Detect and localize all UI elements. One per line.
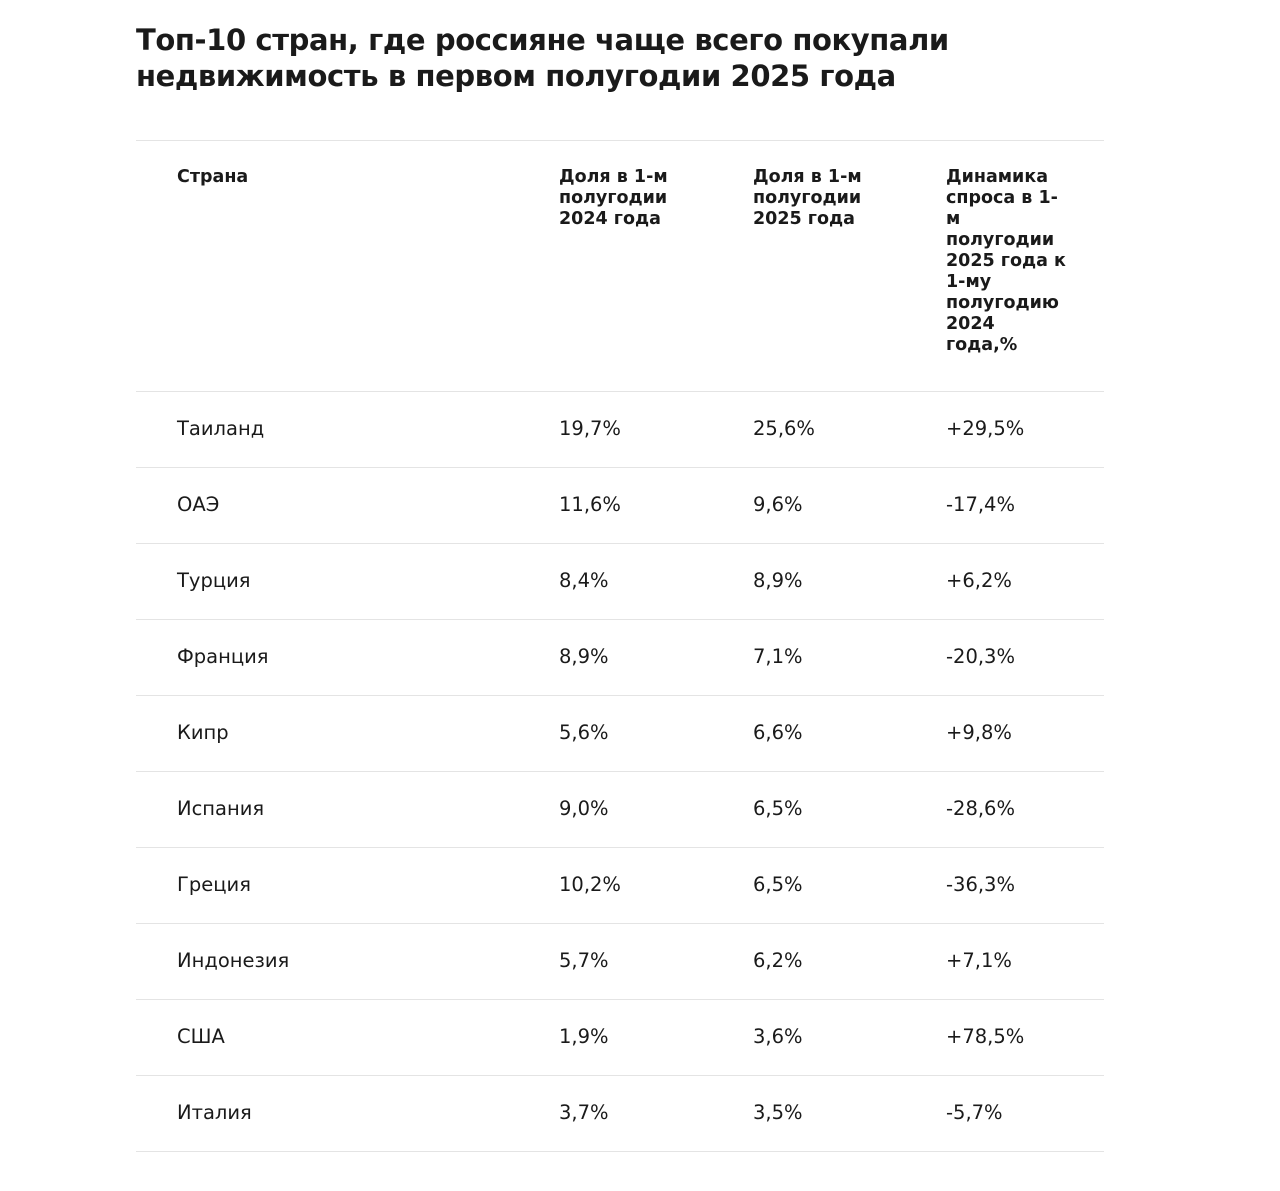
cell-share-2024: 8,9% bbox=[559, 645, 609, 668]
cell-share-2025: 9,6% bbox=[753, 493, 803, 516]
cell-share-2025: 6,5% bbox=[753, 873, 803, 896]
table-row: Греция 10,2% 6,5% -36,3% bbox=[136, 848, 1104, 924]
cell-share-2024: 5,7% bbox=[559, 949, 609, 972]
cell-country: Франция bbox=[177, 645, 269, 668]
header-dynamics: Динамика спроса в 1-м полугодии 2025 год… bbox=[946, 167, 1066, 355]
cell-country: Греция bbox=[177, 873, 251, 896]
cell-share-2025: 3,6% bbox=[753, 1025, 803, 1048]
cell-country: Кипр bbox=[177, 721, 229, 744]
cell-share-2024: 5,6% bbox=[559, 721, 609, 744]
cell-dynamics: +29,5% bbox=[946, 417, 1025, 440]
cell-share-2025: 25,6% bbox=[753, 417, 815, 440]
cell-share-2024: 11,6% bbox=[559, 493, 621, 516]
cell-share-2025: 7,1% bbox=[753, 645, 803, 668]
table-row: Индонезия 5,7% 6,2% +7,1% bbox=[136, 924, 1104, 1000]
table-row: Кипр 5,6% 6,6% +9,8% bbox=[136, 696, 1104, 772]
cell-dynamics: -28,6% bbox=[946, 797, 1015, 820]
cell-country: Таиланд bbox=[177, 417, 265, 440]
cell-share-2024: 1,9% bbox=[559, 1025, 609, 1048]
cell-dynamics: +9,8% bbox=[946, 721, 1012, 744]
cell-share-2024: 9,0% bbox=[559, 797, 609, 820]
table-row: Турция 8,4% 8,9% +6,2% bbox=[136, 544, 1104, 620]
data-table: Страна Доля в 1-м полугодии 2024 года До… bbox=[136, 140, 1104, 1152]
cell-country: ОАЭ bbox=[177, 493, 220, 516]
cell-country: Италия bbox=[177, 1101, 252, 1124]
table-row: Италия 3,7% 3,5% -5,7% bbox=[136, 1076, 1104, 1152]
cell-share-2025: 6,2% bbox=[753, 949, 803, 972]
table-row: Испания 9,0% 6,5% -28,6% bbox=[136, 772, 1104, 848]
cell-country: Турция bbox=[177, 569, 251, 592]
cell-share-2024: 3,7% bbox=[559, 1101, 609, 1124]
table-row: ОАЭ 11,6% 9,6% -17,4% bbox=[136, 468, 1104, 544]
cell-dynamics: -5,7% bbox=[946, 1101, 1003, 1124]
cell-share-2024: 10,2% bbox=[559, 873, 621, 896]
cell-share-2025: 6,6% bbox=[753, 721, 803, 744]
cell-dynamics: -20,3% bbox=[946, 645, 1015, 668]
header-country: Страна bbox=[177, 167, 249, 187]
cell-country: Индонезия bbox=[177, 949, 290, 972]
cell-share-2025: 8,9% bbox=[753, 569, 803, 592]
table-row: Франция 8,9% 7,1% -20,3% bbox=[136, 620, 1104, 696]
page-title: Топ-10 стран, где россияне чаще всего по… bbox=[136, 23, 949, 93]
cell-dynamics: -17,4% bbox=[946, 493, 1015, 516]
header-share-2024: Доля в 1-м полугодии 2024 года bbox=[559, 167, 668, 229]
header-share-2025: Доля в 1-м полугодии 2025 года bbox=[753, 167, 862, 229]
cell-country: США bbox=[177, 1025, 225, 1048]
cell-dynamics: +6,2% bbox=[946, 569, 1012, 592]
cell-dynamics: -36,3% bbox=[946, 873, 1015, 896]
cell-country: Испания bbox=[177, 797, 265, 820]
cell-dynamics: +78,5% bbox=[946, 1025, 1025, 1048]
cell-share-2025: 6,5% bbox=[753, 797, 803, 820]
cell-dynamics: +7,1% bbox=[946, 949, 1012, 972]
cell-share-2024: 19,7% bbox=[559, 417, 621, 440]
table-row: США 1,9% 3,6% +78,5% bbox=[136, 1000, 1104, 1076]
table-row: Таиланд 19,7% 25,6% +29,5% bbox=[136, 392, 1104, 468]
cell-share-2025: 3,5% bbox=[753, 1101, 803, 1124]
table-header-row: Страна Доля в 1-м полугодии 2024 года До… bbox=[136, 140, 1104, 392]
cell-share-2024: 8,4% bbox=[559, 569, 609, 592]
